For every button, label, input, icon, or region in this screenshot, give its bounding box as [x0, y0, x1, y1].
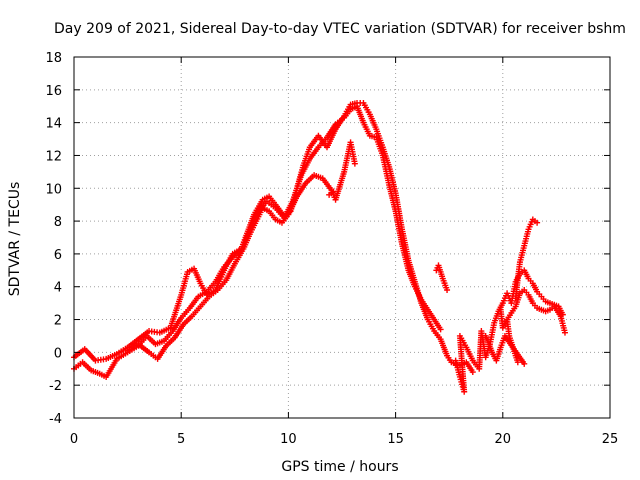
series-track-e — [497, 287, 568, 336]
data-point — [437, 326, 444, 333]
x-tick-label: 5 — [177, 432, 185, 447]
y-tick-label: 14 — [45, 117, 62, 132]
data-point — [521, 360, 528, 367]
y-tick-label: 0 — [54, 346, 62, 361]
x-tick-label: 20 — [495, 432, 512, 447]
data-point — [351, 160, 358, 167]
x-tick-label: 15 — [387, 432, 404, 447]
chart-title: Day 209 of 2021, Sidereal Day-to-day VTE… — [54, 21, 626, 37]
data-point — [534, 219, 541, 226]
y-tick-label: 18 — [45, 51, 62, 66]
series-track-c — [124, 139, 358, 362]
y-tick-label: -4 — [49, 412, 62, 427]
y-tick-label: -2 — [49, 379, 62, 394]
y-tick-label: 8 — [54, 215, 62, 230]
series-track-b — [71, 103, 444, 380]
y-axis-label: SDTVAR / TECUs — [7, 182, 23, 297]
x-tick-label: 10 — [280, 432, 297, 447]
y-tick-label: 4 — [54, 281, 62, 296]
data-point — [330, 188, 337, 195]
grid — [74, 57, 610, 418]
plot-frame — [73, 56, 611, 419]
data-point — [561, 329, 568, 336]
data-point — [444, 287, 451, 294]
x-axis-label: GPS time / hours — [281, 459, 398, 475]
x-tick-label: 0 — [70, 432, 78, 447]
y-tick-label: 16 — [45, 84, 62, 99]
y-tick-label: 10 — [45, 182, 62, 197]
data-point — [469, 369, 476, 376]
series-track-g — [326, 188, 528, 367]
y-tick-label: 6 — [54, 248, 62, 263]
data-point — [514, 359, 521, 366]
series-track-d — [452, 267, 566, 395]
x-axis-ticks: 0 5 10 15 20 25 — [70, 57, 618, 447]
data-points — [71, 99, 568, 395]
x-tick-label: 25 — [602, 432, 619, 447]
y-tick-label: 12 — [45, 149, 62, 164]
series-track-a — [71, 99, 476, 376]
y-tick-label: 2 — [54, 314, 62, 329]
y-axis-ticks: -4 -2 0 2 4 6 8 10 12 14 16 18 — [45, 51, 610, 427]
